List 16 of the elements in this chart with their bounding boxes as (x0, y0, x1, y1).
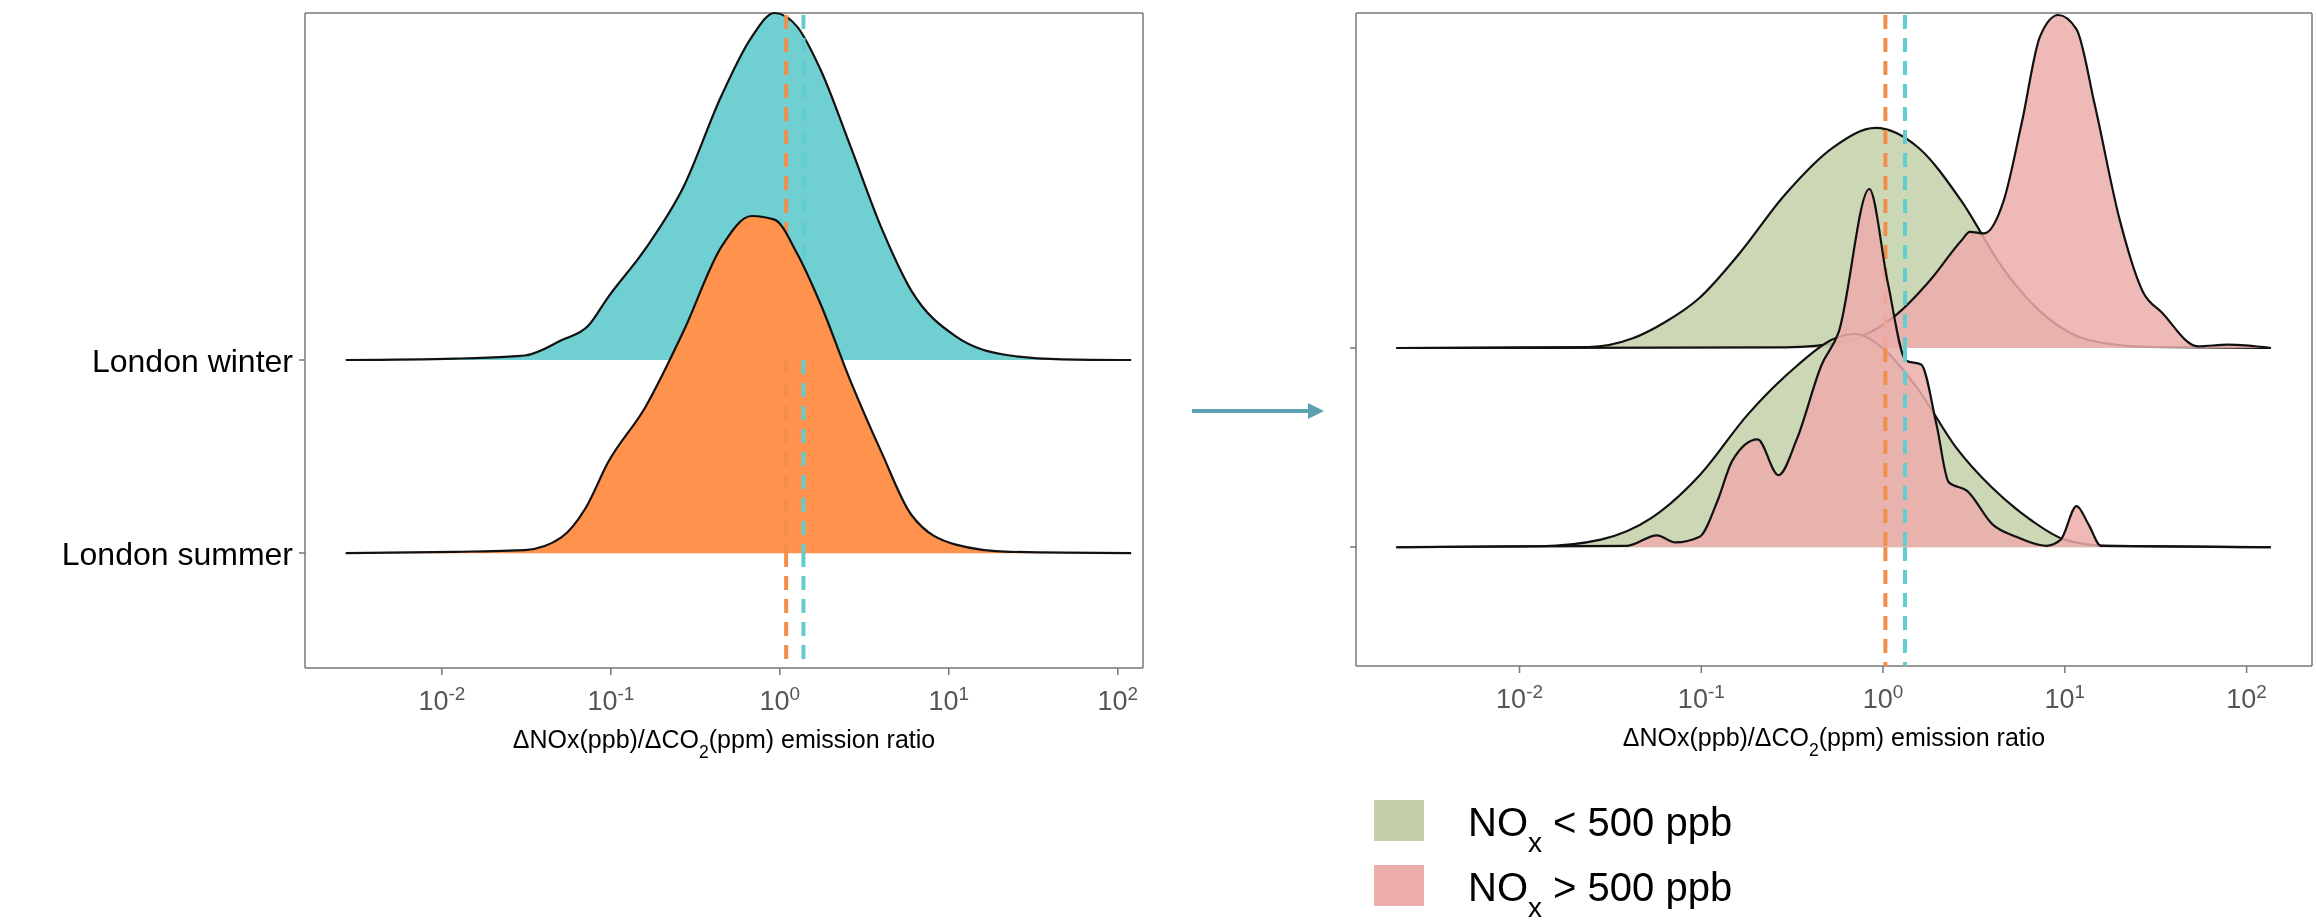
y-axis-title: London winter (91, 343, 294, 379)
x-tick-label: 10$^{-2}$ (418, 682, 466, 716)
legend-label: NO$_{x}$ > 500 ppb (1468, 865, 1733, 921)
x-tick-label: 10$^{2}$ (1097, 682, 1139, 716)
legend-label: NO$_{x}$ < 500 ppb (1468, 800, 1733, 858)
x-tick-label: 10$^{-1}$ (1677, 680, 1725, 714)
x-tick-label: 10$^{2}$ (2226, 680, 2267, 714)
x-axis-title: ΔNOx(ppb)/ΔCO$_{2}$(ppm) emission ratio (512, 725, 936, 762)
x-tick-label: 10$^{0}$ (1862, 680, 1904, 714)
y-axis-title: London summer (61, 536, 294, 572)
x-axis-title: ΔNOx(ppb)/ΔCO$_{2}$(ppm) emission ratio (1622, 723, 2046, 760)
x-tick-label: 10$^{-1}$ (587, 682, 635, 716)
x-tick-label: 10$^{-2}$ (1496, 680, 1543, 714)
x-tick-label: 10$^{0}$ (759, 682, 801, 716)
x-tick-label: 10$^{1}$ (2044, 680, 2086, 714)
x-tick-label: 10$^{1}$ (928, 682, 970, 716)
